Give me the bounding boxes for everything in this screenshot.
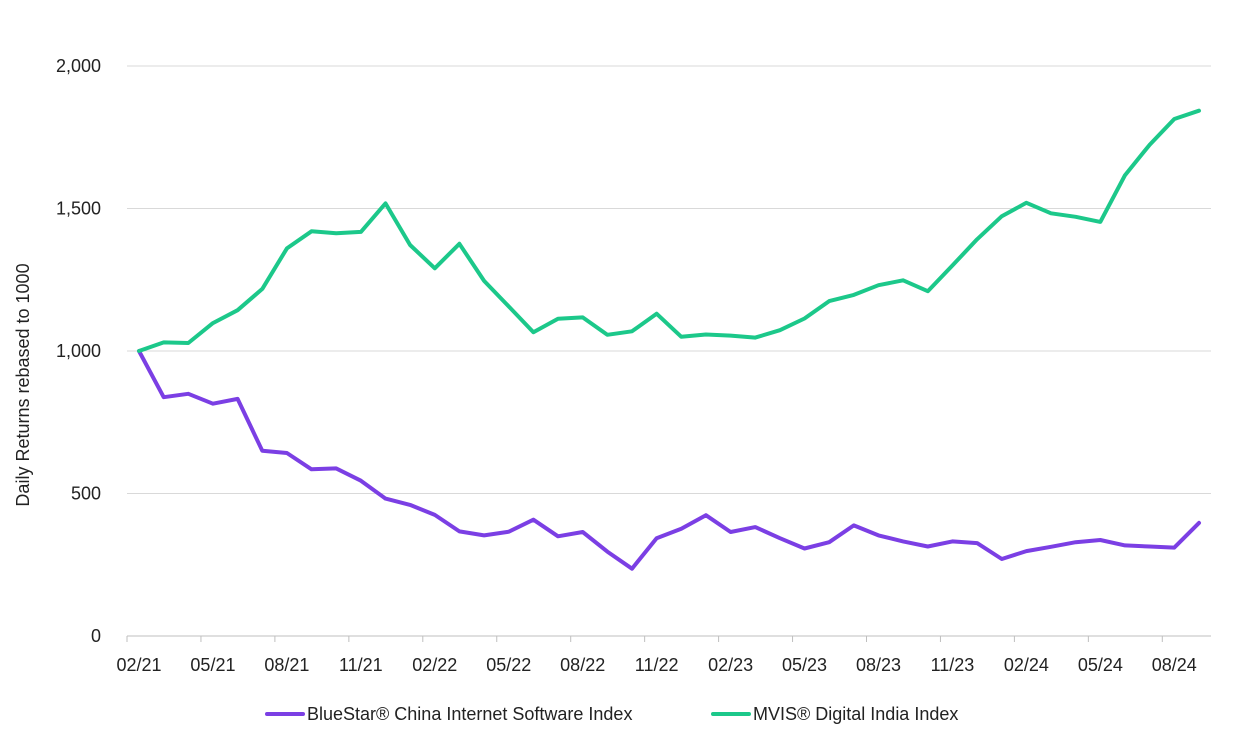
y-tick-label: 2,000 [56,56,101,76]
x-tick-label: 02/23 [708,655,753,675]
series-line-mvis-digital-india [137,108,1201,353]
x-axis-tick-labels: 02/21 05/21 08/21 11/21 02/22 05/22 08/22 11/22… [116,655,1196,675]
x-tick-label: 05/24 [1078,655,1123,675]
x-tick-label: 02/21 [116,655,161,675]
x-tick-label: 08/24 [1152,655,1197,675]
series-line-bluestar-china-internet-software [137,349,1201,571]
x-tick-label: 11/21 [339,655,383,675]
x-tick-label: 05/22 [486,655,531,675]
legend-item-mvis-digital-india: MVIS® Digital India Index [711,704,958,724]
x-tick-label: 08/23 [856,655,901,675]
x-tick-label: 02/22 [412,655,457,675]
y-tick-label: 1,000 [56,341,101,361]
y-tick-label: 1,500 [56,199,101,219]
x-tick-label: 08/21 [264,655,309,675]
x-tick-label: 08/22 [560,655,605,675]
y-axis-label: Daily Returns rebased to 1000 [13,263,33,506]
legend-label: BlueStar® China Internet Software Index [307,704,632,724]
x-tick-label: 05/21 [190,655,235,675]
axes [126,635,1211,642]
legend-label: MVIS® Digital India Index [753,704,958,724]
y-tick-label: 0 [91,626,101,646]
y-axis-tick-labels: 0 500 1,000 1,500 2,000 [56,56,101,646]
series-lines [137,108,1201,571]
legend-item-bluestar-china-internet-software: BlueStar® China Internet Software Index [265,704,632,724]
x-tick-label: 05/23 [782,655,827,675]
y-tick-label: 500 [71,484,101,504]
x-tick-label: 11/23 [931,655,975,675]
legend: BlueStar® China Internet Software Index M… [265,704,958,724]
x-tick-label: 11/22 [635,655,679,675]
gridlines [127,65,1211,494]
x-tick-label: 02/24 [1004,655,1049,675]
